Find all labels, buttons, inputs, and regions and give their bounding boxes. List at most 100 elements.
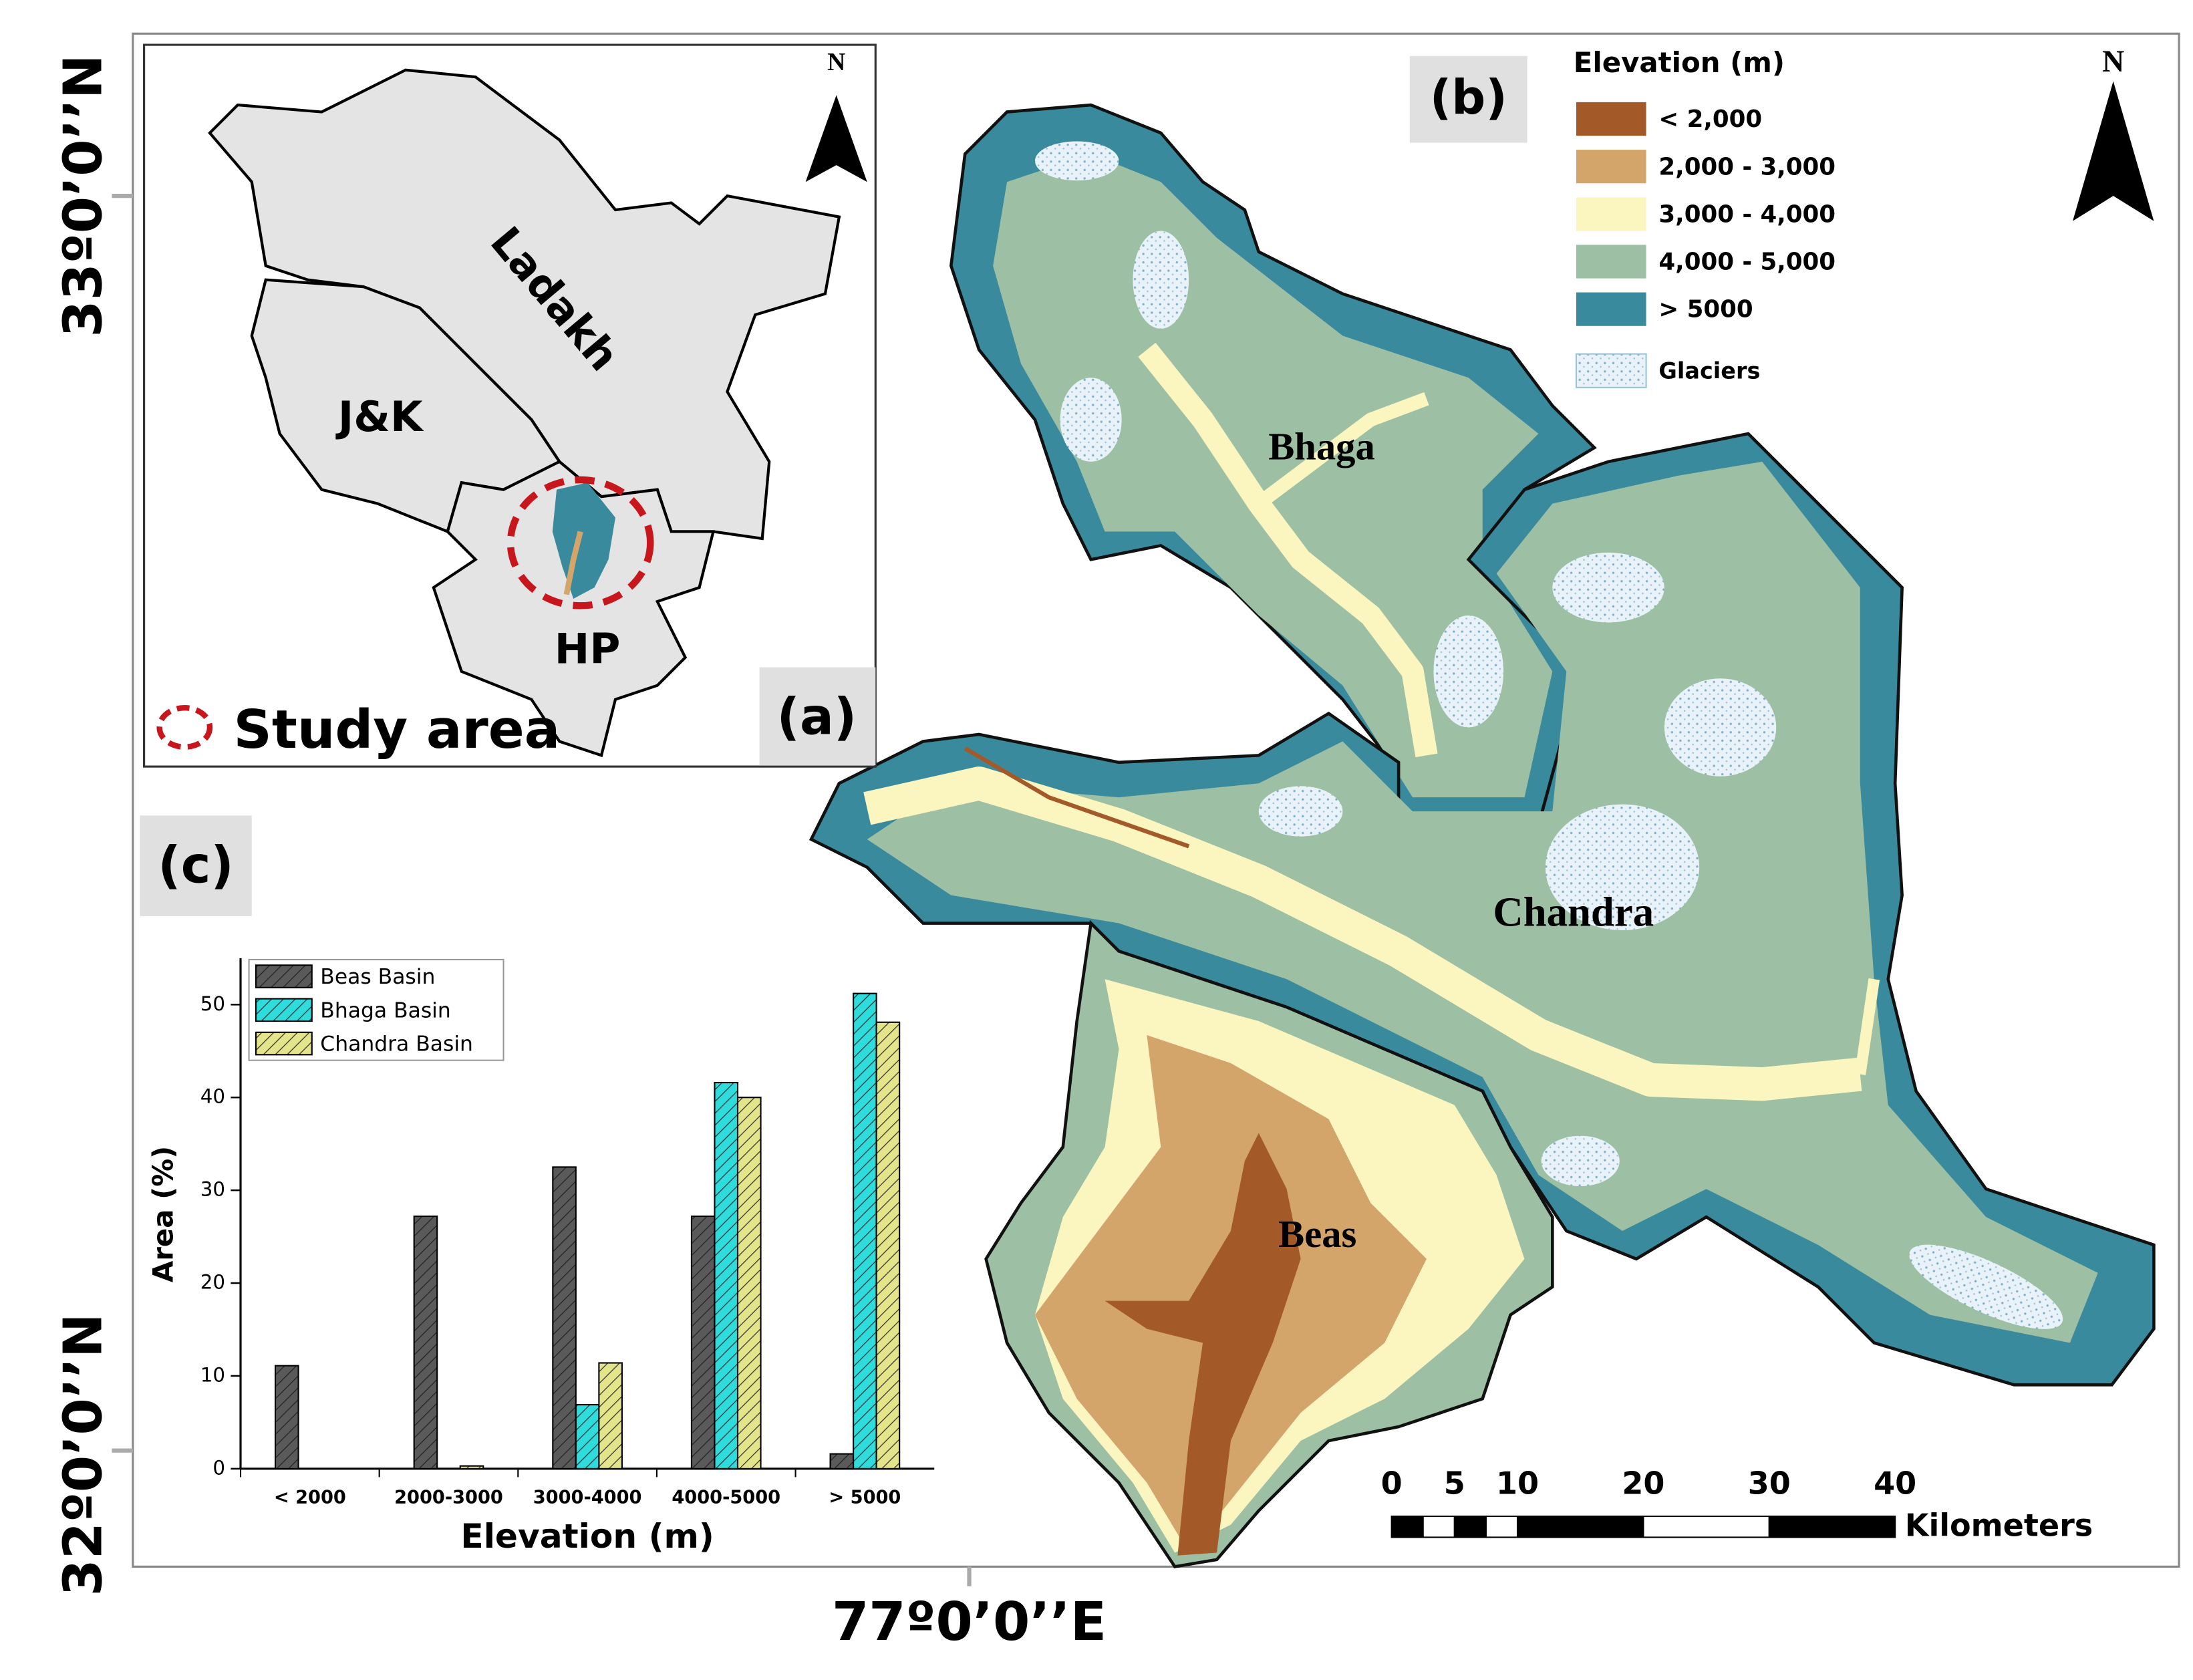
x-tick-label: 3000-4000: [533, 1487, 642, 1508]
legend-label: < 2,000: [1658, 106, 1762, 133]
y-axis-title: Area (%): [146, 1146, 179, 1282]
bar: [598, 1362, 623, 1469]
y-tick-label: 0: [212, 1456, 225, 1479]
basin-map: [809, 103, 2156, 1568]
basin-label: Bhaga: [1268, 425, 1375, 468]
region-label: J&K: [335, 392, 424, 441]
glacier: [1060, 378, 1122, 462]
bar-chart: 0 10 20 30 40 50 < 2000 2000-3000 3000-4000 4000-…: [200, 958, 935, 1508]
scale-segment: [1391, 1515, 1424, 1538]
glacier: [1664, 678, 1777, 777]
y-tick-label: 20: [200, 1271, 225, 1294]
legend-swatch: [255, 998, 313, 1022]
legend-label: Glaciers: [1658, 358, 1760, 384]
scale-label: 30: [1748, 1465, 1791, 1501]
panel-label: (b): [1430, 69, 1507, 125]
legend-marker: [156, 705, 213, 750]
beas-valley: [1105, 1133, 1301, 1556]
scale-segment: [1453, 1515, 1487, 1538]
legend-swatch: [1576, 150, 1646, 184]
scale-segment: [1516, 1515, 1644, 1538]
river: [964, 746, 1190, 849]
legend-swatch: [255, 1031, 313, 1056]
frame: [132, 32, 2180, 1568]
legend-swatch: [1576, 102, 1646, 136]
study-area-marker: [506, 476, 654, 609]
glacier: [1133, 231, 1189, 329]
lon-label: 77º0’0’’E: [832, 1590, 1107, 1653]
bar: [829, 1453, 855, 1469]
legend-label: 4,000 - 5,000: [1658, 249, 1836, 276]
chandra-valley: [1854, 978, 1880, 1075]
scale-unit: Kilometers: [1905, 1507, 2093, 1543]
legend-swatch: [1576, 292, 1646, 326]
x-tick-label: > 5000: [829, 1487, 901, 1508]
legend-label: Beas Basin: [320, 965, 435, 989]
basin-label: Chandra: [1493, 888, 1654, 935]
scale-segment: [1422, 1515, 1455, 1538]
panel-label-bg: [1409, 55, 1527, 143]
bar: [736, 1097, 762, 1469]
x-tick-label: < 2000: [274, 1487, 346, 1508]
scale-segment: [1485, 1515, 1519, 1538]
glacier: [1541, 1135, 1620, 1187]
bar: [459, 1465, 484, 1469]
y-tick-label: 50: [200, 992, 225, 1015]
lat-label: 33º0’0’’N: [52, 54, 114, 337]
study-area-label: Study area: [234, 698, 561, 760]
bar: [413, 1215, 438, 1469]
north-arrow: [805, 95, 867, 182]
scale-label: 10: [1496, 1465, 1539, 1501]
glacier: [1552, 552, 1664, 623]
x-axis-title: Elevation (m): [460, 1516, 714, 1556]
legend-label: Bhaga Basin: [320, 998, 450, 1022]
glaciers: [1034, 141, 2063, 1329]
north-label: N: [2102, 44, 2124, 78]
legend-swatch: [255, 964, 313, 988]
bar: [552, 1166, 577, 1469]
y-tick-label: 10: [200, 1363, 225, 1386]
scale-label: 20: [1622, 1465, 1664, 1501]
chandra-mid: [867, 461, 2098, 1343]
north-label: N: [827, 48, 845, 76]
panel-label-bg: [140, 815, 252, 917]
legend-label: 2,000 - 3,000: [1658, 153, 1836, 180]
panel-label-bg: [759, 667, 876, 766]
north-arrow: [2072, 81, 2154, 221]
scale-segment: [1768, 1515, 1896, 1538]
scale-label: 0: [1381, 1465, 1403, 1501]
legend-swatch: [1576, 197, 1646, 231]
bhaga-mid: [993, 154, 1553, 798]
lat-label: 32º0’0’’N: [52, 1313, 114, 1596]
study-area-map: [563, 531, 583, 595]
glacier: [1258, 786, 1343, 837]
x-tick-label: 4000-5000: [672, 1487, 780, 1508]
glacier: [1545, 804, 1700, 931]
legend-swatch: [1576, 245, 1646, 279]
bar: [853, 992, 877, 1469]
bhaga-valley: [1138, 342, 1438, 758]
legend-label: Chandra Basin: [320, 1032, 473, 1057]
panel-label: (c): [158, 835, 234, 894]
bar: [274, 1365, 299, 1469]
study-area-map: [552, 482, 615, 599]
chandra-valley: [863, 766, 1862, 1101]
scale-label: 40: [1874, 1465, 1916, 1501]
bhaga-valley: [1254, 392, 1429, 509]
glacier: [1433, 615, 1504, 728]
bar: [690, 1215, 716, 1469]
legend-title: Elevation (m): [1574, 46, 1785, 79]
panel-label: (a): [777, 688, 857, 746]
scale-label: 5: [1444, 1465, 1465, 1501]
region-label: HP: [555, 625, 621, 674]
scale-bar: 0 5 10 20 30 40 Kilometers: [1381, 1465, 2093, 1543]
y-tick-label: 40: [200, 1085, 225, 1108]
legend-label: > 5000: [1658, 296, 1753, 323]
legend-label: 3,000 - 4,000: [1658, 200, 1836, 228]
basin-label: Beas: [1278, 1212, 1356, 1256]
elevation-legend: < 2,000 2,000 - 3,000 3,000 - 4,000 4,000 -…: [1575, 102, 1836, 388]
legend-swatch: [1575, 353, 1647, 388]
bar: [714, 1081, 739, 1469]
